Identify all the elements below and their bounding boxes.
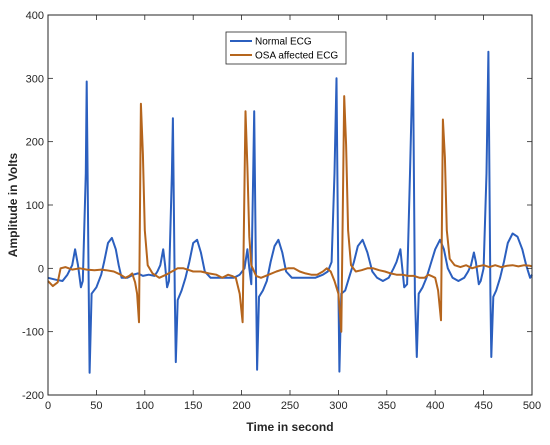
x-tick-label: 200 — [232, 400, 250, 412]
y-tick-label: 100 — [26, 200, 44, 212]
legend-label-osa-affected-ecg: OSA affected ECG — [255, 51, 338, 62]
x-tick-label: 150 — [184, 400, 202, 412]
legend: Normal ECG OSA affected ECG — [225, 31, 347, 65]
y-tick-label: -100 — [22, 327, 44, 339]
x-tick-label: 300 — [329, 400, 347, 412]
y-tick-label: -200 — [22, 390, 44, 402]
y-tick-label: 0 — [38, 263, 44, 275]
series-layer — [47, 50, 533, 374]
y-tick-label: 200 — [26, 137, 44, 149]
legend-label-normal-ecg: Normal ECG — [255, 37, 312, 48]
x-axis-label: Time in second — [246, 420, 333, 434]
x-tick-label: 500 — [523, 400, 541, 412]
y-tick-label: 400 — [26, 10, 44, 22]
y-tick-label: 300 — [26, 73, 44, 85]
x-tick-label: 450 — [474, 400, 492, 412]
x-axis-ticks: 0 50 100 150 200 250 300 350 400 450 500 — [45, 15, 541, 412]
legend-box — [225, 31, 347, 65]
plot-background — [48, 15, 532, 395]
x-tick-label: 350 — [378, 400, 396, 412]
y-axis-label: Amplitude in Volts — [6, 152, 20, 257]
x-tick-label: 400 — [426, 400, 444, 412]
series-line-osa-affected-ecg — [47, 95, 533, 333]
x-tick-label: 50 — [90, 400, 102, 412]
x-tick-label: 250 — [281, 400, 299, 412]
x-tick-label: 100 — [136, 400, 154, 412]
y-axis-ticks: -200 -100 0 100 200 300 400 — [22, 10, 532, 402]
x-tick-label: 0 — [45, 400, 51, 412]
